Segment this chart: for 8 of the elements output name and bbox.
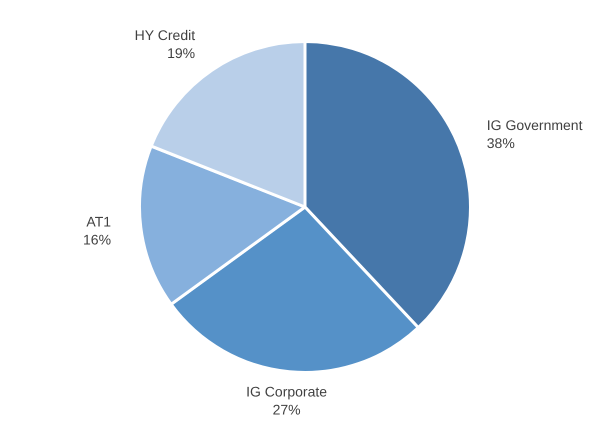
slice-label: IG Government: [486, 116, 583, 133]
data-label: 16%: [83, 231, 112, 248]
slice-label: AT1: [86, 213, 112, 230]
data-label: 27%: [272, 401, 301, 418]
slice-label: IG Corporate: [246, 383, 328, 400]
slice-label: HY Credit: [134, 27, 196, 44]
data-label: 38%: [486, 134, 515, 151]
data-label: 19%: [167, 45, 196, 62]
